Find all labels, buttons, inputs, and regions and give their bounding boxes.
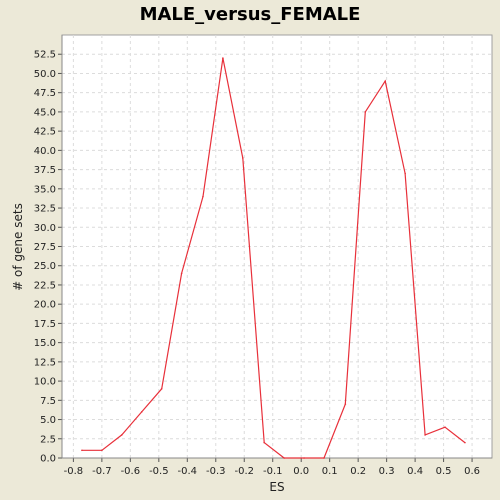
y-axis-label: # of gene sets bbox=[11, 203, 25, 291]
x-tick-label: -0.7 bbox=[92, 466, 112, 477]
x-tick-label: 0.1 bbox=[322, 466, 338, 477]
data-point bbox=[344, 403, 347, 405]
data-point bbox=[140, 411, 143, 413]
x-tick-label: 0.3 bbox=[379, 466, 395, 477]
data-point bbox=[263, 441, 265, 444]
y-tick-label: 35.0 bbox=[34, 184, 56, 195]
series-line bbox=[81, 57, 466, 459]
y-tick-label: 37.5 bbox=[34, 165, 56, 176]
data-point bbox=[202, 195, 204, 198]
y-tick-label: 20.0 bbox=[34, 300, 56, 311]
y-tick-label: 7.5 bbox=[40, 396, 56, 407]
data-point bbox=[101, 449, 103, 452]
y-tick-label: 32.5 bbox=[34, 204, 56, 215]
x-tick-label: 0.0 bbox=[293, 466, 309, 477]
y-tick-label: 0.0 bbox=[40, 454, 56, 465]
y-tick-label: 17.5 bbox=[34, 319, 56, 330]
x-tick-label: 0.6 bbox=[464, 466, 480, 477]
y-tick-label: 10.0 bbox=[34, 377, 56, 388]
x-tick-label: 0.2 bbox=[350, 466, 366, 477]
y-tick-label: 15.0 bbox=[34, 338, 56, 349]
x-tick-label: -0.2 bbox=[234, 466, 254, 477]
data-point bbox=[180, 272, 183, 275]
x-tick-label: -0.6 bbox=[121, 466, 141, 477]
data-point bbox=[364, 111, 367, 113]
x-tick-label: -0.3 bbox=[206, 466, 226, 477]
x-tick-label: -0.4 bbox=[178, 466, 198, 477]
data-point bbox=[323, 457, 325, 459]
data-point bbox=[242, 157, 244, 159]
y-tick-label: 22.5 bbox=[34, 280, 56, 291]
x-axis-label: ES bbox=[269, 480, 284, 494]
y-tick-label: 25.0 bbox=[34, 261, 56, 272]
data-point bbox=[283, 457, 285, 459]
y-tick-label: 5.0 bbox=[40, 415, 56, 426]
data-point bbox=[222, 57, 224, 59]
y-tick-label: 12.5 bbox=[34, 357, 56, 368]
x-tick-label: 0.5 bbox=[436, 466, 452, 477]
y-tick-label: 45.0 bbox=[34, 107, 56, 118]
grid-layer bbox=[62, 35, 492, 459]
axis-layer: 0.0 2.5 5.0 7.5 10.0 12.5 15.0 17.5 20.0 22.5 25.0… bbox=[34, 35, 492, 477]
data-point bbox=[384, 80, 387, 82]
x-tick-label: -0.8 bbox=[64, 466, 84, 477]
y-tick-label: 40.0 bbox=[34, 146, 56, 157]
y-tick-label: 47.5 bbox=[34, 88, 56, 99]
y-tick-label: 27.5 bbox=[34, 242, 56, 253]
y-tick-label: 2.5 bbox=[40, 434, 56, 445]
y-tick-label: 50.0 bbox=[34, 69, 56, 80]
series-layer bbox=[81, 57, 466, 459]
data-point bbox=[81, 449, 83, 452]
data-point bbox=[444, 426, 446, 429]
data-point bbox=[404, 172, 406, 175]
y-tick-label: 42.5 bbox=[34, 127, 56, 138]
data-point bbox=[464, 441, 466, 444]
data-point bbox=[160, 387, 163, 390]
plot-area bbox=[61, 34, 493, 459]
data-point bbox=[303, 457, 305, 459]
data-point bbox=[121, 434, 123, 436]
y-tick-label: 30.0 bbox=[34, 223, 56, 234]
y-tick-label: 52.5 bbox=[34, 50, 56, 61]
chart-title: MALE_versus_FEMALE bbox=[139, 4, 361, 25]
x-tick-label: -0.5 bbox=[149, 466, 169, 477]
x-tick-label: -0.1 bbox=[263, 466, 283, 477]
data-point bbox=[424, 434, 426, 436]
x-tick-label: 0.4 bbox=[407, 466, 423, 477]
